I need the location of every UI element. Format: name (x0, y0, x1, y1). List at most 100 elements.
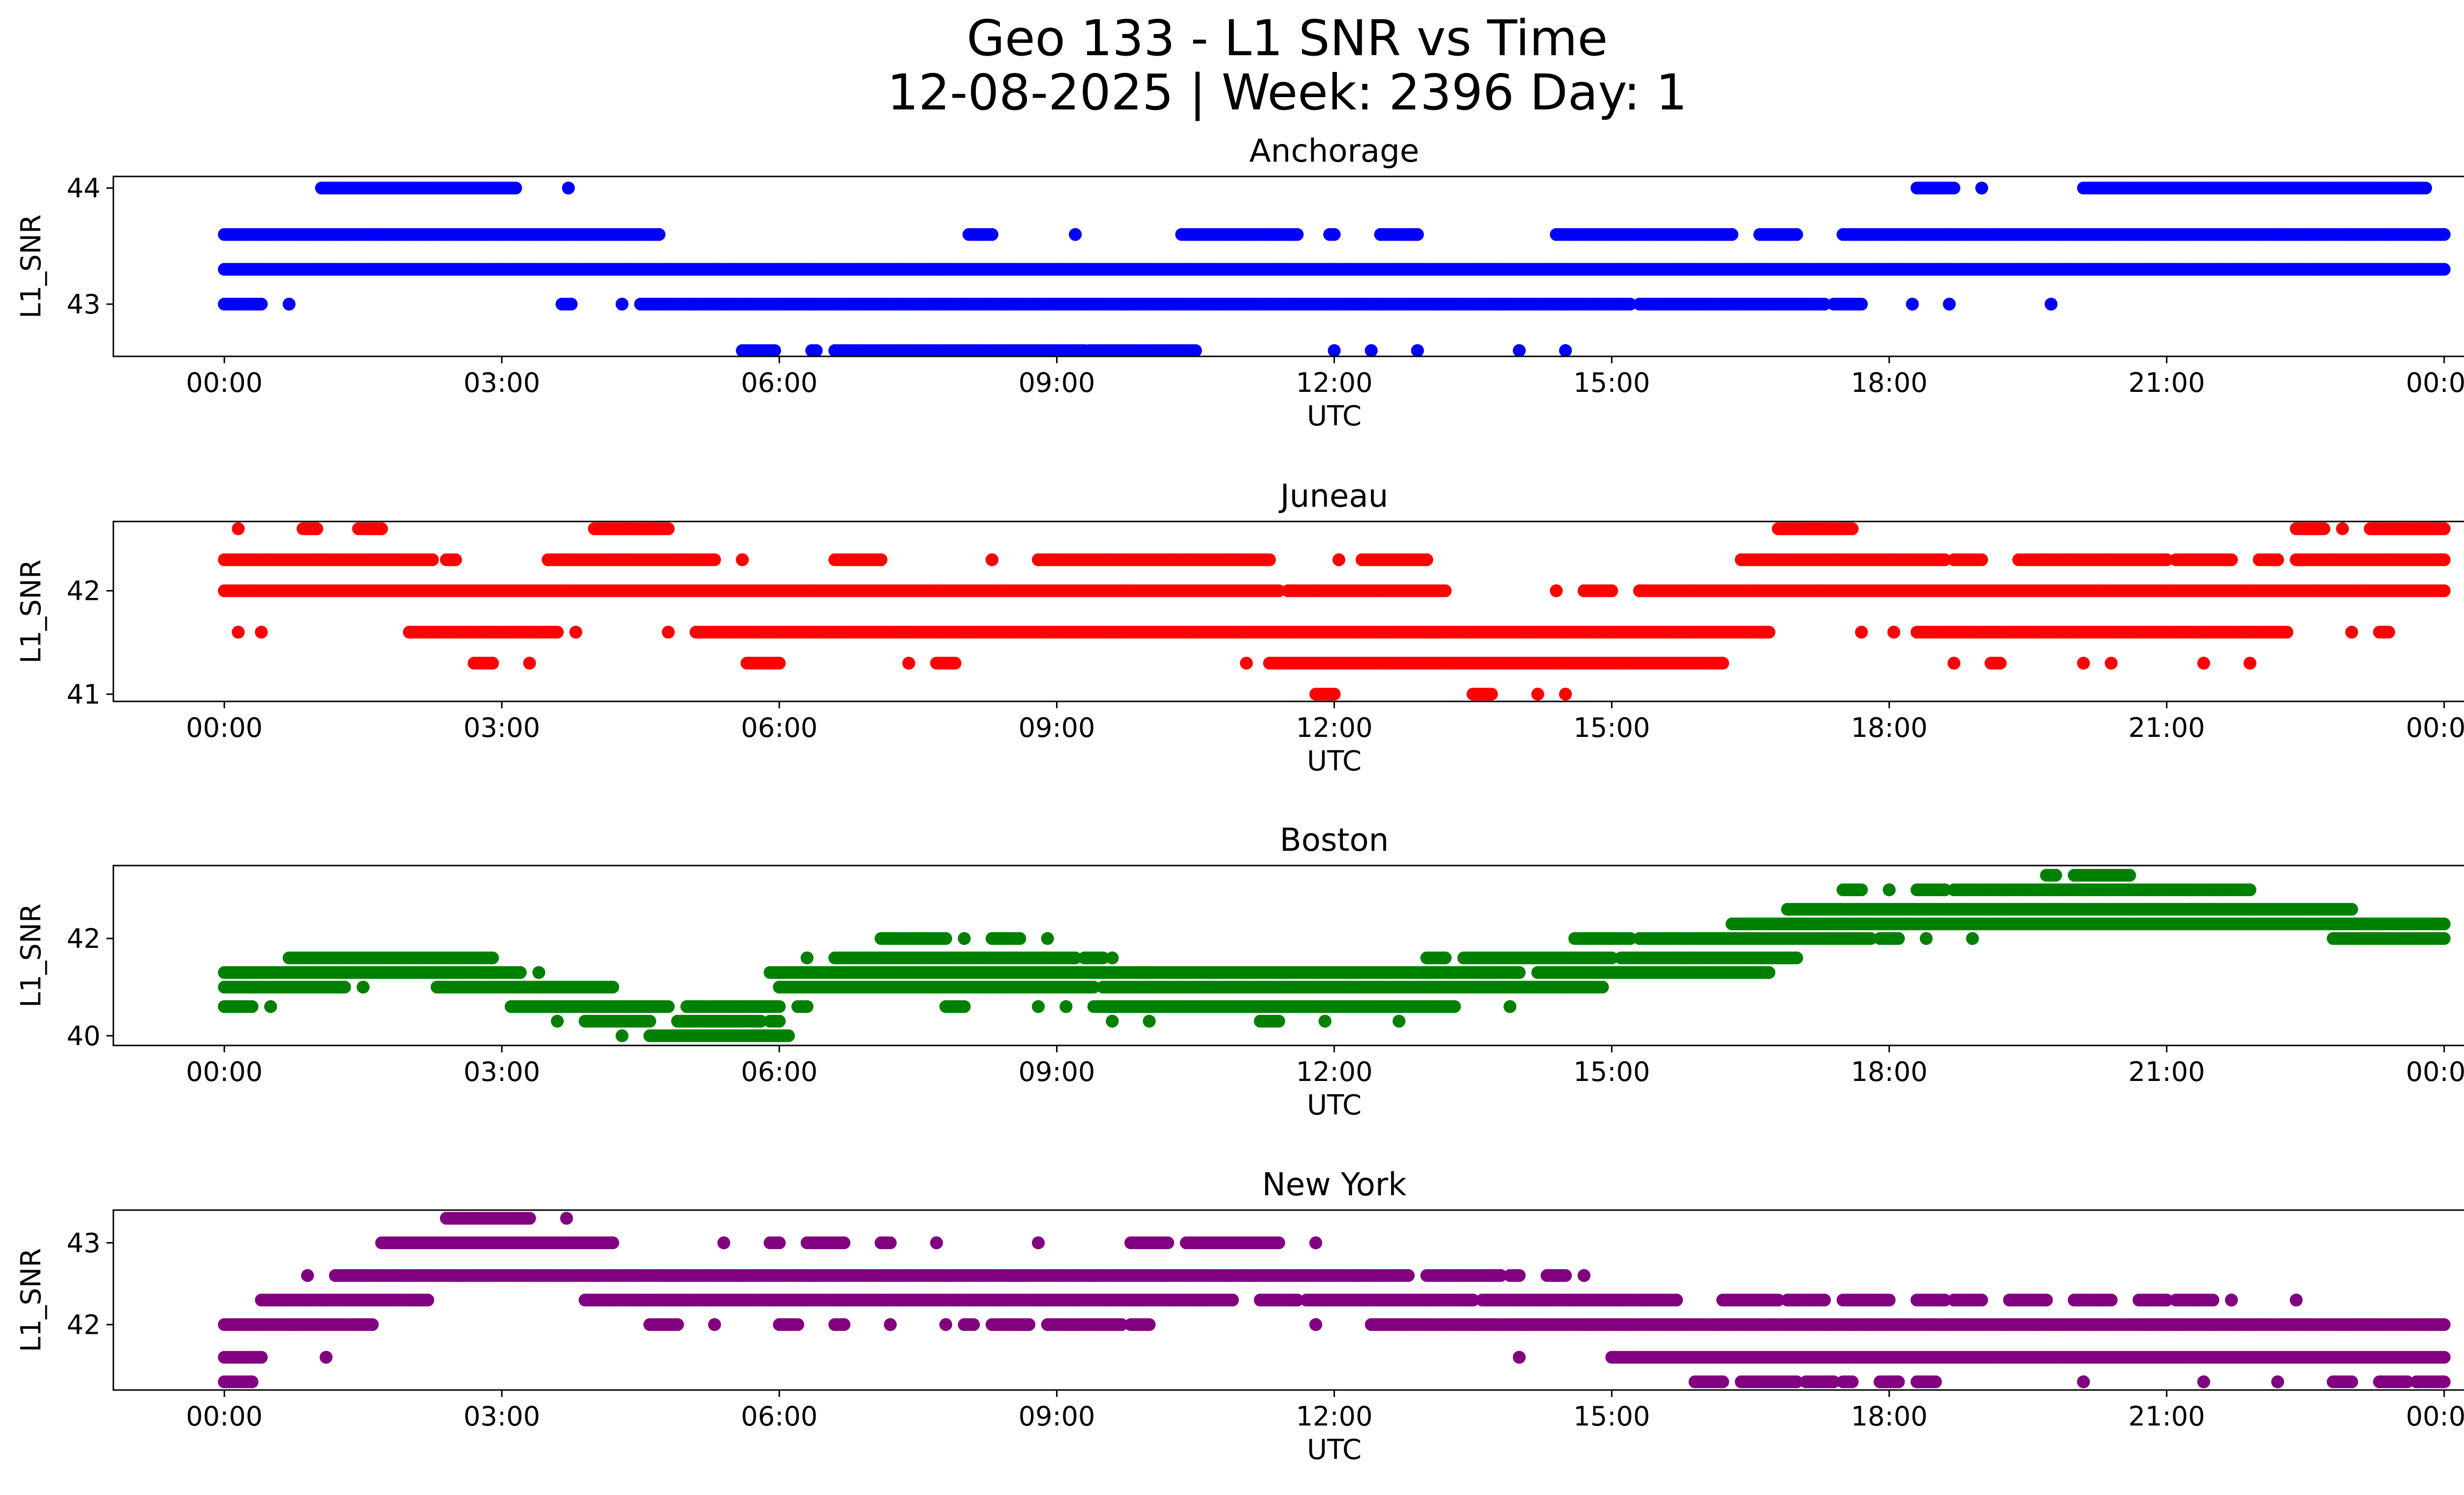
data-point (1790, 228, 1803, 241)
data-point (2345, 903, 2359, 916)
data-point (2243, 883, 2257, 897)
data-point (874, 553, 888, 566)
data-point (1420, 553, 1434, 566)
data-point (652, 228, 666, 241)
data-point (562, 181, 575, 195)
data-point (2123, 869, 2136, 882)
data-point (569, 626, 582, 639)
y-tick-label: 41 (67, 679, 101, 710)
data-point (1365, 344, 1378, 357)
data-point (708, 553, 721, 566)
data-point (1855, 298, 1868, 311)
data-point (2419, 181, 2432, 195)
data-point (949, 657, 961, 670)
x-tick-label: 12:00 (1296, 367, 1373, 398)
figure-title-line2: 12-08-2025 | Week: 2396 Day: 1 (887, 64, 1687, 121)
data-point (449, 553, 462, 566)
data-point (736, 553, 749, 566)
data-point (773, 657, 786, 670)
subplot-title: Juneau (1278, 478, 1388, 515)
y-tick-label: 43 (67, 289, 101, 320)
data-point (1328, 344, 1341, 357)
x-tick-label: 00:00 (186, 367, 263, 398)
data-point (2437, 228, 2451, 241)
data-point (2382, 626, 2396, 639)
data-point (1411, 228, 1424, 241)
x-tick-label: 00:00 (2406, 712, 2464, 743)
data-point (768, 344, 781, 357)
y-tick-label: 42 (67, 576, 101, 607)
x-tick-label: 09:00 (1019, 367, 1095, 398)
x-tick-label: 06:00 (741, 367, 818, 398)
data-point (523, 657, 536, 670)
x-tick-label: 15:00 (1574, 367, 1650, 398)
data-point (1855, 883, 1868, 897)
data-point (2105, 657, 2118, 670)
data-points (218, 181, 2451, 357)
data-point (616, 298, 629, 311)
data-point (1069, 228, 1082, 241)
x-tick-label: 12:00 (1296, 712, 1373, 743)
x-tick-label: 00:00 (2406, 367, 2464, 398)
x-tick-label: 03:00 (463, 712, 540, 743)
data-point (232, 522, 245, 535)
data-point (565, 298, 578, 311)
x-axis-label: UTC (1307, 400, 1362, 432)
data-point (2243, 657, 2257, 670)
data-point (1263, 553, 1276, 566)
data-point (2077, 657, 2090, 670)
data-point (1189, 344, 1202, 357)
data-point (310, 522, 323, 535)
x-tick-label: 18:00 (1851, 712, 1928, 743)
data-point (1559, 344, 1572, 357)
data-point (2345, 626, 2359, 639)
y-axis-label: L1_SNR (15, 559, 47, 663)
data-point (232, 626, 245, 639)
data-point (1882, 883, 1896, 897)
data-point (902, 657, 916, 670)
data-point (1550, 584, 1563, 597)
data-point (2271, 553, 2284, 566)
data-point (1948, 657, 1960, 670)
data-point (986, 228, 998, 241)
data-point (2225, 553, 2238, 566)
x-tick-label: 09:00 (1019, 712, 1095, 743)
subplot-title: Boston (1280, 822, 1389, 859)
data-point (2437, 584, 2451, 597)
data-point (1328, 688, 1341, 701)
x-tick-label: 18:00 (1851, 367, 1928, 398)
data-point (2437, 263, 2451, 276)
data-point (1725, 228, 1739, 241)
data-point (1855, 626, 1868, 639)
data-point (2336, 522, 2349, 535)
data-point (810, 344, 823, 357)
data-point (1328, 228, 1341, 241)
data-point (2045, 298, 2058, 311)
data-point (1943, 298, 1956, 311)
data-point (1906, 298, 1919, 311)
y-tick-label: 44 (67, 173, 101, 204)
data-point (1887, 626, 1900, 639)
x-tick-label: 06:00 (741, 712, 818, 743)
data-point (1485, 688, 1498, 701)
data-point (255, 626, 268, 639)
data-point (1605, 584, 1618, 597)
figure-title-line1: Geo 133 - L1 SNR vs Time (967, 9, 1608, 67)
data-point (1716, 657, 1729, 670)
x-axis-label: UTC (1307, 745, 1362, 777)
data-point (1332, 553, 1345, 566)
data-point (2437, 553, 2451, 566)
data-point (282, 298, 296, 311)
data-point (986, 553, 998, 566)
data-point (1291, 228, 1304, 241)
x-tick-label: 00:00 (186, 712, 263, 743)
data-point (1846, 522, 1859, 535)
data-point (486, 657, 499, 670)
data-point (662, 522, 675, 535)
data-point (1240, 657, 1253, 670)
x-tick-label: 21:00 (2128, 712, 2205, 743)
data-point (1948, 181, 1960, 195)
data-point (2197, 657, 2210, 670)
data-point (2317, 522, 2330, 535)
